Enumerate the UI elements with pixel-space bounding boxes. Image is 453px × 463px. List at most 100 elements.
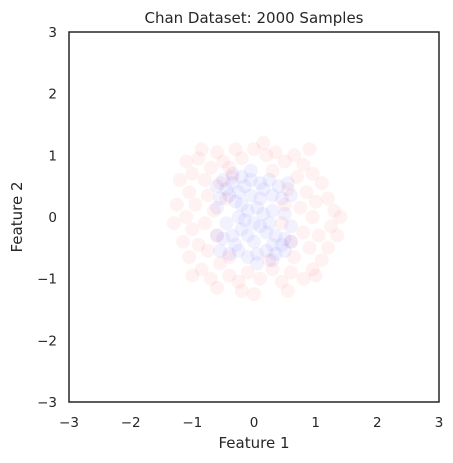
scatter-point — [185, 166, 200, 181]
scatter-point — [234, 284, 249, 298]
scatter-point — [265, 237, 280, 252]
scatter-point — [265, 188, 280, 203]
scatter-point — [253, 176, 268, 191]
scatter-point — [216, 173, 231, 187]
scatter-point — [274, 216, 289, 231]
scatter-point — [213, 243, 228, 258]
scatter-point — [194, 262, 209, 277]
scatter-point — [327, 203, 342, 218]
scatter-point — [277, 243, 292, 258]
scatter-point — [213, 176, 228, 191]
scatter-point — [262, 253, 277, 268]
scatter-point — [222, 160, 237, 175]
scatter-point — [234, 222, 249, 237]
scatter-point — [253, 219, 268, 234]
scatter-point — [277, 231, 292, 246]
x-tick-label: 3 — [435, 415, 444, 431]
scatter-point — [210, 200, 224, 215]
scatter-point — [173, 173, 187, 187]
scatter-point — [222, 250, 237, 265]
scatter-point — [299, 185, 314, 200]
y-tick-label: −3 — [37, 395, 57, 411]
scatter-point — [210, 280, 224, 295]
scatter-point — [176, 234, 191, 249]
scatter-point — [210, 179, 224, 194]
y-tick-label: 1 — [48, 148, 57, 164]
scatter-point — [247, 287, 261, 302]
scatter-point — [234, 169, 249, 184]
x-tick-label: 2 — [373, 415, 382, 431]
scatter-point — [284, 265, 298, 280]
scatter-point — [280, 284, 295, 298]
scatter-point — [206, 203, 221, 218]
y-tick-label: −2 — [37, 333, 57, 349]
scatter-point — [296, 225, 311, 240]
scatter-point — [290, 169, 305, 184]
scatter-point — [280, 182, 295, 197]
scatter-point — [237, 179, 252, 194]
y-tick-label: −1 — [37, 272, 57, 288]
scatter-point — [228, 237, 243, 252]
scatter-point — [222, 188, 237, 203]
scatter-point — [333, 210, 348, 224]
scatter-point — [191, 151, 206, 166]
scatter-point — [240, 250, 255, 265]
scatter-point — [265, 262, 280, 277]
scatter-point — [277, 206, 292, 221]
x-tick-labels: −3 −2 −1 0 1 2 3 — [59, 415, 443, 431]
scatter-point — [265, 203, 280, 218]
scatter-point — [268, 228, 283, 243]
scatter-point — [330, 228, 345, 243]
scatter-point — [197, 173, 212, 187]
scatter-point — [287, 250, 302, 265]
scatter-point — [200, 243, 215, 258]
scatter-point — [210, 145, 224, 160]
scatter-point — [213, 256, 228, 271]
scatter-point — [314, 253, 329, 268]
scatter-point — [256, 182, 271, 197]
scatter-point — [213, 191, 228, 206]
scatter-point — [277, 154, 292, 169]
scatter-point — [256, 206, 271, 221]
scatter-point — [256, 136, 271, 150]
scatter-point — [259, 225, 274, 240]
scatter-point — [247, 216, 261, 231]
y-tick-label: 2 — [48, 87, 57, 103]
scatter-point — [203, 271, 218, 286]
scatter-point — [216, 231, 231, 246]
scatter-point — [302, 142, 317, 157]
scatter-point — [197, 216, 212, 231]
chart-title: Chan Dataset: 2000 Samples — [144, 9, 363, 27]
scatter-point — [166, 216, 181, 231]
scatter-point — [237, 213, 252, 228]
scatter-point — [250, 256, 265, 271]
scatter-point — [225, 176, 240, 191]
scatter-point — [182, 250, 197, 265]
scatter-point — [210, 228, 224, 243]
scatter-point — [240, 265, 255, 280]
scatter-point — [182, 185, 197, 200]
scatter-point — [321, 240, 335, 255]
scatter-point — [225, 228, 240, 243]
scatter-point — [185, 222, 200, 237]
scatter-point — [219, 216, 234, 231]
scatter-point — [250, 247, 265, 261]
scatter-point — [280, 176, 295, 191]
scatter-point — [259, 243, 274, 258]
scatter-point — [231, 243, 246, 258]
scatter-point — [305, 210, 320, 224]
scatter-point — [274, 237, 289, 252]
scatter-point — [274, 191, 289, 206]
points-layer — [166, 136, 348, 302]
x-tick-label: 0 — [250, 415, 259, 431]
scatter-point — [179, 154, 194, 169]
scatter-point — [284, 234, 298, 249]
scatter-point — [302, 240, 317, 255]
scatter-point — [210, 228, 224, 243]
scatter-point — [284, 234, 298, 249]
scatter-point — [271, 179, 286, 194]
scatter-point — [268, 247, 283, 261]
scatter-point — [308, 268, 323, 283]
scatter-point — [259, 148, 274, 163]
